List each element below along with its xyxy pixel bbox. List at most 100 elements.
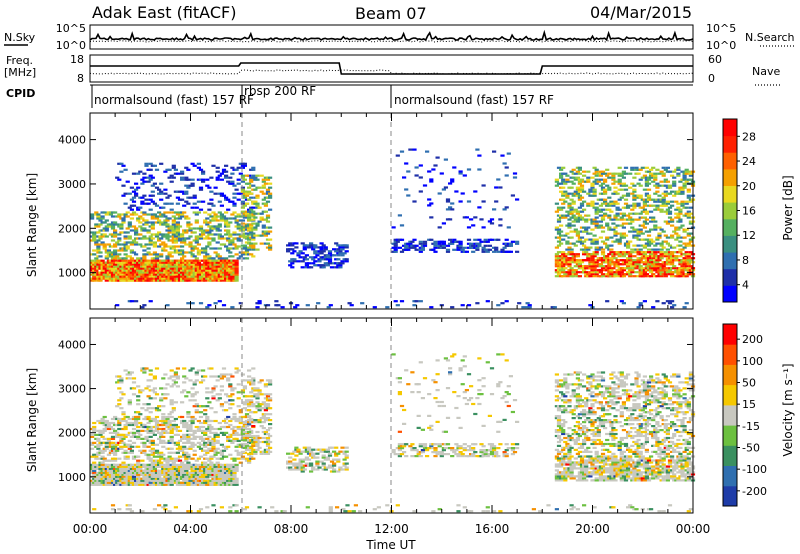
heatmap-cell <box>203 265 208 268</box>
heatmap-cell <box>113 259 118 262</box>
heatmap-cell <box>253 234 258 237</box>
heatmap-cell <box>653 200 658 203</box>
heatmap-cell <box>686 210 691 213</box>
heatmap-cell <box>127 221 132 224</box>
heatmap-cell <box>100 435 105 438</box>
heatmap-cell <box>117 215 122 218</box>
heatmap-cell <box>605 257 610 260</box>
heatmap-cell <box>209 202 214 205</box>
heatmap-cell <box>686 214 691 217</box>
heatmap-cell <box>240 166 245 169</box>
heatmap-cell <box>263 218 268 221</box>
heatmap-cell <box>230 255 235 258</box>
heatmap-cell <box>611 178 616 181</box>
heatmap-cell <box>607 226 612 229</box>
heatmap-cell <box>161 415 166 419</box>
heatmap-cell <box>263 230 268 233</box>
heatmap-cell <box>651 218 656 221</box>
heatmap-cell <box>127 279 132 282</box>
heatmap-cell <box>445 200 451 203</box>
heatmap-cell <box>676 206 681 209</box>
heatmap-cell <box>561 192 566 195</box>
heatmap-cell <box>201 425 206 429</box>
heatmap-cell <box>102 415 107 419</box>
heatmap-cell <box>106 243 111 246</box>
heatmap-cell <box>569 248 574 251</box>
heatmap-cell <box>127 467 132 470</box>
heatmap-cell <box>630 208 635 211</box>
heatmap-cell <box>150 473 155 476</box>
heatmap-cell <box>150 237 155 240</box>
heatmap-cell <box>232 433 237 436</box>
heatmap-cell <box>194 463 199 466</box>
heatmap-cell <box>653 176 658 179</box>
heatmap-cell <box>263 202 268 205</box>
heatmap-cell <box>224 417 229 421</box>
heatmap-cell <box>117 269 122 272</box>
heatmap-cell <box>665 271 670 274</box>
heatmap-cell <box>247 198 252 201</box>
heatmap-cell <box>207 459 212 462</box>
heatmap-cell <box>184 259 189 262</box>
noise-tick-high-left: 10^5 <box>56 22 86 35</box>
heatmap-cell <box>148 300 153 303</box>
heatmap-cell <box>422 242 428 245</box>
heatmap-cell <box>460 248 465 251</box>
heatmap-cell <box>600 208 606 211</box>
heatmap-cell <box>113 457 118 460</box>
heatmap-cell <box>215 178 220 181</box>
heatmap-cell <box>142 235 147 238</box>
heatmap-cell <box>228 475 233 478</box>
heatmap-cell <box>655 206 660 209</box>
heatmap-cell <box>180 415 185 419</box>
heatmap-cell <box>115 467 120 470</box>
heatmap-cell <box>678 267 683 270</box>
heatmap-cell <box>244 194 250 197</box>
heatmap-cell <box>180 421 185 425</box>
heatmap-cell <box>148 208 153 211</box>
heatmap-cell <box>203 251 208 254</box>
heatmap-cell <box>211 475 216 478</box>
heatmap-cell <box>96 457 101 460</box>
heatmap-cell <box>561 198 566 201</box>
heatmap-cell <box>157 239 162 242</box>
heatmap-cell <box>594 222 599 225</box>
heatmap-cell <box>194 267 199 270</box>
heatmap-cell <box>569 236 574 239</box>
heatmap-cell <box>148 235 153 238</box>
freq-tick-high: 18 <box>70 53 84 66</box>
heatmap-cell <box>136 431 141 434</box>
heatmap-cell <box>161 277 166 280</box>
heatmap-cell <box>567 271 572 274</box>
heatmap-cell <box>582 226 587 229</box>
heatmap-cell <box>236 233 241 236</box>
heatmap-cell <box>136 263 141 266</box>
heatmap-cell <box>257 206 262 209</box>
heatmap-cell <box>117 263 122 266</box>
heatmap-cell <box>300 252 305 255</box>
heatmap-cell <box>175 172 180 175</box>
heatmap-cell <box>198 455 204 458</box>
heatmap-cell <box>113 249 118 252</box>
heatmap-cell <box>171 241 176 244</box>
heatmap-cell <box>184 423 189 427</box>
heatmap-cell <box>462 246 467 249</box>
heatmap-cell <box>298 256 303 259</box>
heatmap-cell <box>117 267 122 270</box>
heatmap-cell <box>294 242 299 245</box>
heatmap-cell <box>655 190 660 193</box>
heatmap-cell <box>217 463 222 466</box>
heatmap-cell <box>559 208 564 211</box>
heatmap-cell <box>636 234 641 237</box>
heatmap-cell <box>573 172 578 175</box>
heatmap-cell <box>642 220 647 223</box>
heatmap-cell <box>255 196 260 199</box>
heatmap-cell <box>171 463 176 466</box>
heatmap-cell <box>630 218 635 221</box>
heatmap-cell <box>194 265 199 268</box>
heatmap-cell <box>336 248 341 251</box>
heatmap-cell <box>177 465 183 468</box>
heatmap-cell <box>117 249 122 252</box>
heatmap-cell <box>651 240 656 243</box>
heatmap-cell <box>104 251 109 254</box>
